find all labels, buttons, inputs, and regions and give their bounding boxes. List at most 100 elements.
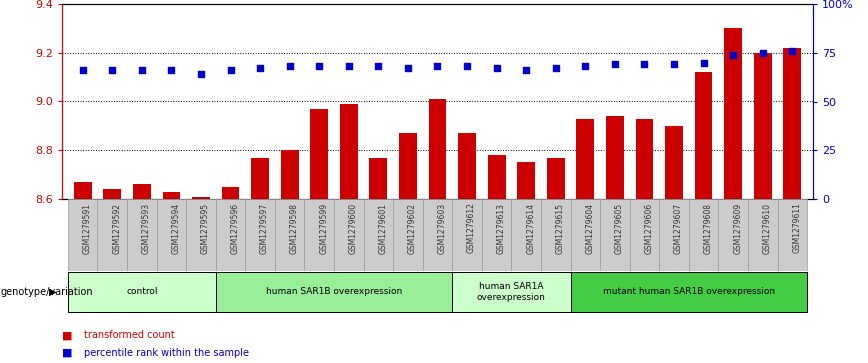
Point: [401, 65, 415, 71]
Bar: [600, 199, 629, 271]
Text: GSM1279599: GSM1279599: [319, 203, 328, 254]
Bar: [570, 199, 600, 271]
Bar: [393, 199, 423, 271]
Text: GSM1279609: GSM1279609: [733, 203, 742, 254]
Bar: [97, 199, 127, 271]
Bar: [305, 199, 334, 271]
Point: [283, 64, 297, 69]
Bar: [192, 196, 210, 199]
Bar: [246, 199, 275, 271]
Bar: [103, 189, 122, 199]
Bar: [423, 199, 452, 271]
Bar: [364, 199, 393, 271]
Point: [756, 50, 770, 56]
Point: [519, 68, 533, 73]
Text: GSM1279603: GSM1279603: [437, 203, 446, 254]
Bar: [576, 119, 595, 199]
Point: [667, 62, 681, 68]
Point: [637, 62, 651, 68]
Bar: [370, 158, 387, 199]
Point: [76, 68, 89, 73]
Point: [697, 60, 711, 65]
Bar: [162, 192, 181, 199]
Point: [224, 68, 238, 73]
Text: control: control: [126, 287, 158, 297]
Point: [105, 68, 119, 73]
Text: human SAR1A
overexpression: human SAR1A overexpression: [477, 282, 546, 302]
Point: [164, 68, 178, 73]
Bar: [186, 199, 216, 271]
Bar: [724, 28, 742, 199]
Text: GSM1279591: GSM1279591: [82, 203, 92, 254]
Text: GSM1279597: GSM1279597: [260, 203, 269, 254]
Bar: [216, 199, 246, 271]
Text: GSM1279610: GSM1279610: [763, 203, 772, 254]
Text: genotype/variation: genotype/variation: [1, 287, 94, 297]
Bar: [665, 126, 683, 199]
Bar: [68, 272, 216, 312]
Bar: [68, 199, 97, 271]
Point: [253, 65, 267, 71]
Bar: [784, 48, 801, 199]
Bar: [458, 133, 476, 199]
Text: GSM1279613: GSM1279613: [496, 203, 506, 254]
Bar: [334, 199, 364, 271]
Bar: [570, 272, 807, 312]
Bar: [660, 199, 689, 271]
Text: transformed count: transformed count: [83, 330, 174, 340]
Text: GSM1279605: GSM1279605: [615, 203, 624, 254]
Bar: [399, 133, 417, 199]
Text: GSM1279611: GSM1279611: [792, 203, 801, 253]
Text: GSM1279594: GSM1279594: [171, 203, 181, 254]
Text: GSM1279593: GSM1279593: [141, 203, 151, 254]
Bar: [488, 155, 505, 199]
Text: GSM1279614: GSM1279614: [526, 203, 536, 254]
Text: GSM1279612: GSM1279612: [467, 203, 476, 253]
Text: ■: ■: [62, 348, 73, 358]
Point: [194, 71, 208, 77]
Bar: [606, 116, 624, 199]
Point: [786, 48, 799, 54]
Bar: [452, 272, 570, 312]
Bar: [547, 158, 565, 199]
Point: [431, 64, 444, 69]
Bar: [280, 150, 299, 199]
Bar: [127, 199, 156, 271]
Bar: [221, 187, 240, 199]
Bar: [719, 199, 748, 271]
Bar: [689, 199, 719, 271]
Text: GSM1279595: GSM1279595: [201, 203, 210, 254]
Text: ■: ■: [62, 330, 73, 340]
Text: GSM1279615: GSM1279615: [556, 203, 565, 254]
Bar: [216, 272, 452, 312]
Point: [549, 65, 562, 71]
Bar: [311, 109, 328, 199]
Bar: [629, 199, 660, 271]
Text: GSM1279606: GSM1279606: [644, 203, 654, 254]
Point: [727, 52, 740, 58]
Bar: [541, 199, 570, 271]
Bar: [778, 199, 807, 271]
Bar: [74, 182, 91, 199]
Text: GSM1279600: GSM1279600: [349, 203, 358, 254]
Bar: [251, 158, 269, 199]
Text: GSM1279592: GSM1279592: [112, 203, 122, 254]
Text: mutant human SAR1B overexpression: mutant human SAR1B overexpression: [602, 287, 775, 297]
Bar: [482, 199, 511, 271]
Bar: [635, 119, 654, 199]
Bar: [748, 199, 778, 271]
Bar: [429, 99, 446, 199]
Point: [490, 65, 503, 71]
Point: [460, 64, 474, 69]
Bar: [517, 162, 535, 199]
Bar: [511, 199, 541, 271]
Point: [372, 64, 385, 69]
Bar: [275, 199, 305, 271]
Text: human SAR1B overexpression: human SAR1B overexpression: [266, 287, 402, 297]
Bar: [340, 104, 358, 199]
Point: [312, 64, 326, 69]
Point: [342, 64, 356, 69]
Bar: [452, 199, 482, 271]
Bar: [133, 184, 151, 199]
Bar: [694, 72, 713, 199]
